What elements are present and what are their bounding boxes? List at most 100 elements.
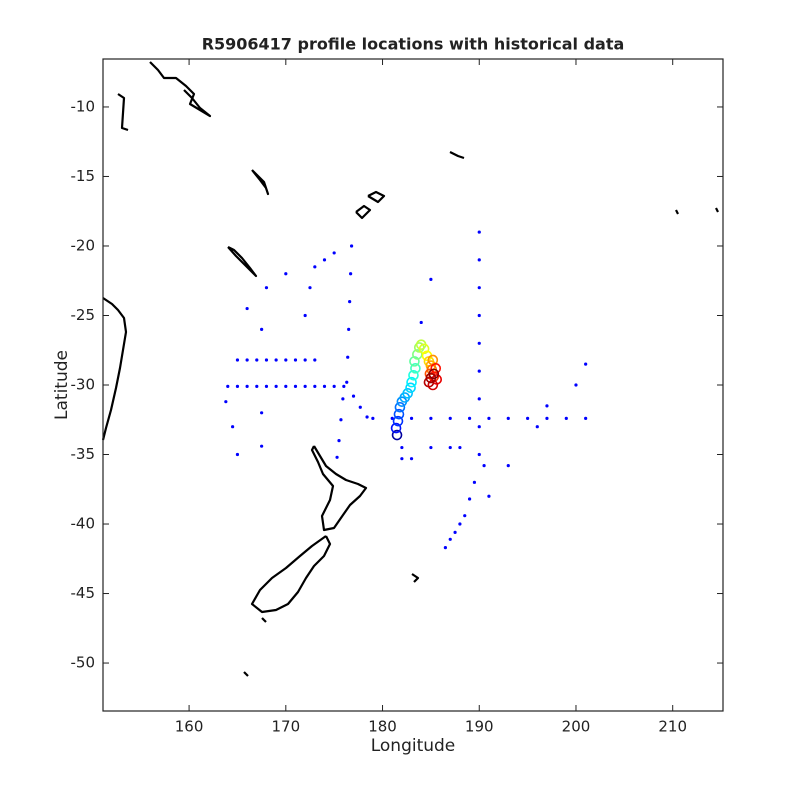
historical-point (467, 416, 472, 420)
historical-point (284, 358, 288, 362)
historical-point (303, 313, 307, 318)
y-tick-label: -40 (71, 515, 96, 533)
historical-point (322, 258, 327, 262)
coastline (101, 297, 128, 441)
y-tick-label: -45 (71, 584, 96, 602)
historical-point (477, 230, 481, 234)
historical-point (224, 400, 228, 404)
coastline (243, 671, 249, 677)
historical-point (303, 358, 307, 362)
x-tick-label: 160 (175, 718, 204, 736)
historical-point (574, 383, 578, 387)
historical-point (339, 418, 343, 422)
historical-point (274, 384, 278, 388)
profile-point (410, 363, 421, 374)
historical-point (313, 384, 317, 388)
coastline (250, 535, 332, 614)
profile-point (409, 356, 420, 367)
historical-point (346, 355, 350, 359)
historical-point (477, 425, 481, 429)
historical-point (284, 272, 288, 276)
historical-point (477, 313, 481, 318)
historical-point (371, 416, 375, 420)
coastline (310, 445, 368, 532)
historical-point (226, 384, 230, 388)
historical-point (400, 445, 404, 450)
historical-point (284, 384, 288, 388)
profile-point (430, 363, 442, 374)
coastlines (101, 61, 719, 677)
profile-point (402, 388, 413, 399)
historical-point (313, 358, 317, 362)
coastline (367, 190, 386, 204)
historical-point (235, 358, 240, 362)
historical-point (274, 358, 278, 362)
historical-point (506, 416, 510, 420)
historical-point (429, 445, 433, 450)
historical-point (260, 411, 264, 415)
historical-point (348, 299, 352, 304)
historical-point (231, 425, 235, 429)
y-tick-label: -25 (71, 306, 96, 324)
historical-point (308, 286, 312, 290)
y-tick-label: -50 (71, 654, 96, 672)
historical-point (400, 457, 404, 461)
x-tick-label: 200 (562, 718, 591, 736)
historical-point (332, 384, 336, 388)
historical-point (458, 445, 462, 450)
profile-point (406, 376, 417, 388)
historical-point (429, 277, 433, 281)
historical-point (487, 416, 491, 420)
historical-point (584, 416, 588, 420)
coastline (149, 61, 212, 118)
historical-point (453, 530, 457, 534)
historical-point (506, 464, 510, 468)
coastline (715, 207, 719, 213)
historical-point (358, 405, 362, 409)
chart-title: R5906417 profile locations with historic… (202, 35, 625, 54)
historical-point (235, 452, 240, 457)
historical-point (245, 358, 249, 362)
historical-point (337, 439, 341, 443)
historical-point (255, 384, 259, 388)
historical-point (545, 416, 549, 420)
profile-point (408, 369, 419, 381)
profile-point (428, 368, 440, 380)
y-tick-label: -10 (71, 97, 96, 115)
historical-point (341, 397, 345, 401)
historical-point (448, 416, 452, 420)
coastline (261, 617, 267, 623)
historical-point (260, 444, 264, 448)
historical-point (429, 416, 433, 420)
historical-point (487, 494, 491, 498)
coastline (355, 204, 372, 220)
historical-point (472, 480, 477, 484)
historical-point (351, 394, 356, 398)
historical-point (345, 380, 349, 384)
y-tick-label: -20 (71, 236, 96, 254)
coastline (449, 151, 465, 160)
y-tick-label: -30 (71, 376, 96, 394)
historical-point (535, 425, 539, 429)
historical-point (448, 445, 452, 450)
coastline (251, 169, 270, 196)
profile-point (393, 408, 405, 420)
historical-point (477, 258, 481, 262)
historical-point (477, 286, 481, 290)
profile-point (391, 429, 403, 441)
historical-point (477, 452, 481, 457)
historical-point (335, 455, 339, 459)
historical-point (443, 546, 448, 550)
historical-point (448, 537, 452, 541)
historical-point (303, 384, 307, 388)
historical-point (313, 265, 317, 269)
historical-point (245, 306, 249, 311)
x-tick-label: 190 (465, 718, 494, 736)
y-tick-label: -15 (71, 167, 96, 185)
x-tick-label: 180 (368, 718, 397, 736)
historical-point (409, 457, 414, 461)
historical-point (332, 251, 336, 255)
coastline (227, 246, 258, 278)
